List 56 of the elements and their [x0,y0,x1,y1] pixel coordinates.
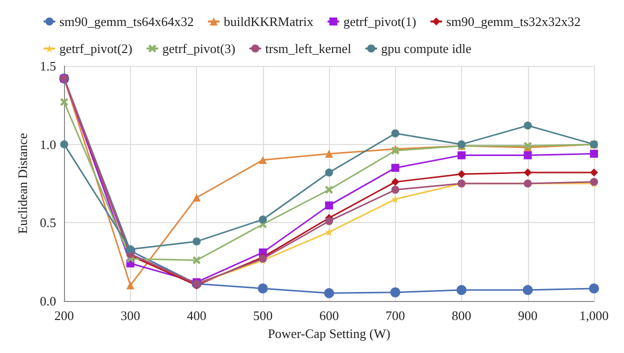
point [590,168,598,177]
point [258,216,267,224]
y-tick-label: 0.5 [40,215,56,230]
point [60,140,68,148]
point [325,228,334,236]
legend-label: getrf_pivot(2) [59,41,132,56]
point [258,283,268,294]
legend-label: sm90_gemm_ts32x32x32 [446,14,581,29]
point [524,151,532,160]
point [325,186,334,194]
point [589,283,599,294]
y-axis-title: Euclidean Distance [15,132,30,234]
point [391,164,400,172]
x-axis-title: Power-Cap Setting (W) [268,326,390,341]
point [590,150,598,158]
point [126,245,134,254]
point [391,186,400,194]
legend-label: buildKKRMatrix [224,14,314,29]
legend-label: gpu compute idle [381,41,472,56]
legend-label: getrf_pivot(1) [343,14,416,29]
y-tick-label: 1.5 [40,58,56,74]
legend-label: getrf_pivot(3) [162,41,236,56]
y-tick-label: 1.0 [40,136,56,152]
x-tick-label: 300 [120,308,140,323]
point [524,168,532,177]
x-tick-label: 900 [518,308,538,323]
point [126,281,134,290]
point [192,256,201,264]
x-tick-label: 600 [319,308,339,323]
point [192,194,201,202]
point [324,288,334,298]
point [60,98,68,106]
x-tick-label: 1,000 [579,308,609,323]
point [391,195,400,204]
point [258,156,267,164]
point [391,129,400,138]
x-tick-label: 800 [452,308,472,323]
legend-label: sm90_gemm_ts64x64x32 [59,14,194,29]
point [325,168,334,177]
y-tick-label: 0.0 [40,294,56,308]
point [325,217,334,226]
point [458,151,466,160]
point [325,150,334,158]
point [391,178,400,186]
point [192,237,201,246]
point [522,285,533,296]
point [325,201,334,210]
x-tick-label: 500 [253,308,273,323]
x-tick-label: 200 [54,308,74,323]
x-tick-label: 400 [186,308,206,323]
point [524,122,532,130]
point [458,170,466,178]
point [390,287,400,298]
legend-label: trsm_left_kernel [265,41,352,56]
x-tick-label: 700 [386,308,406,323]
point [456,285,467,296]
